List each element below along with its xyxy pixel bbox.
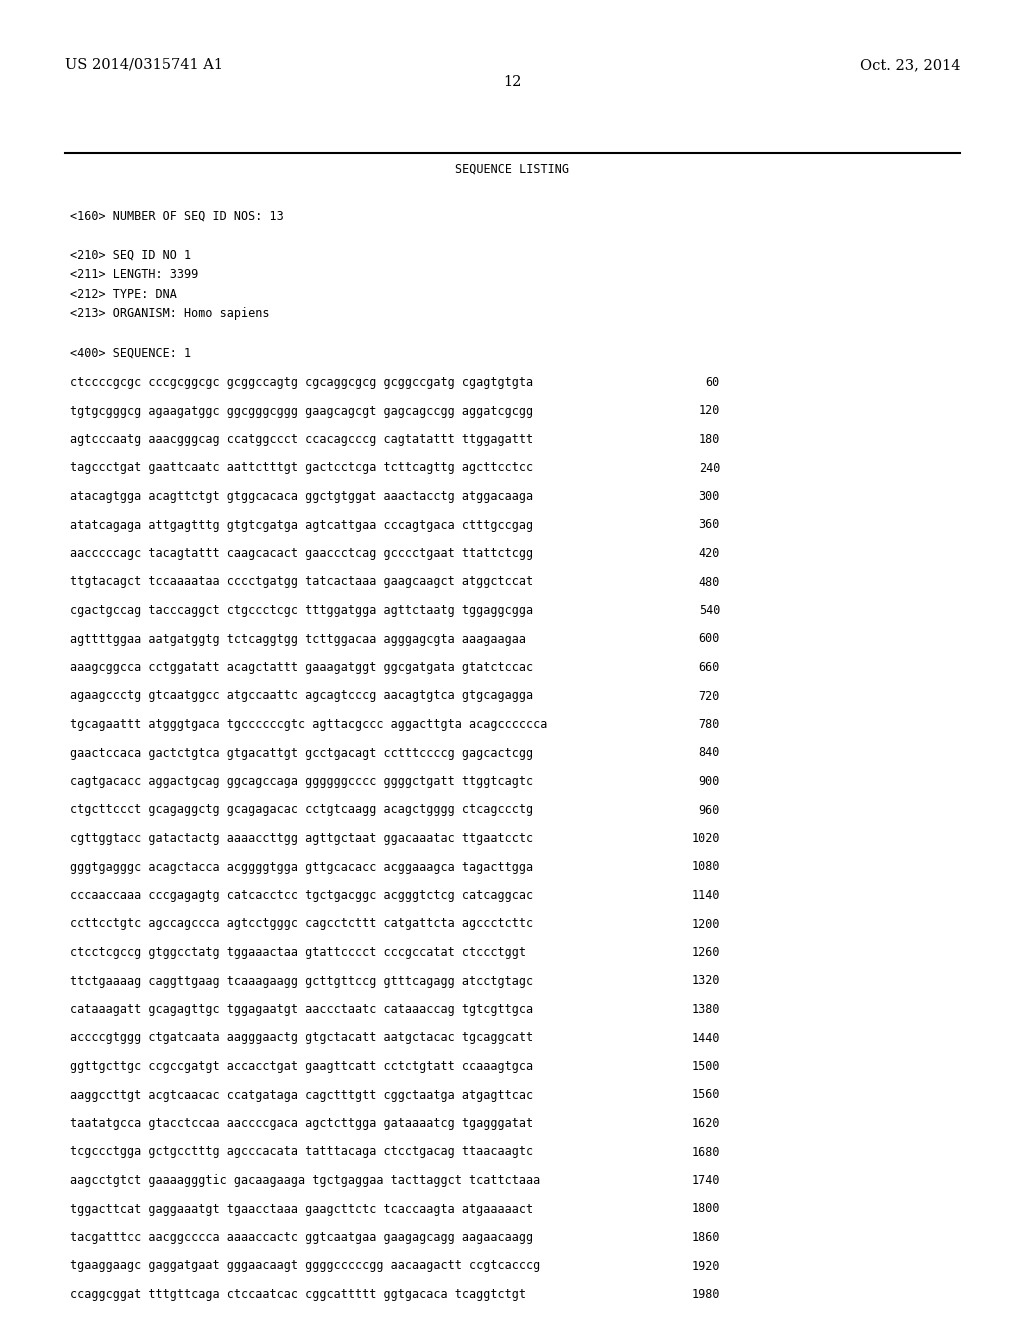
- Text: ttgtacagct tccaaaataa cccctgatgg tatcactaaa gaagcaagct atggctccat: ttgtacagct tccaaaataa cccctgatgg tatcact…: [70, 576, 534, 589]
- Text: ccaggcggat tttgttcaga ctccaatcac cggcattttt ggtgacaca tcaggtctgt: ccaggcggat tttgttcaga ctccaatcac cggcatt…: [70, 1288, 526, 1302]
- Text: 1440: 1440: [691, 1031, 720, 1044]
- Text: tgaaggaagc gaggatgaat gggaacaagt ggggcccccgg aacaagactt ccgtcacccg: tgaaggaagc gaggatgaat gggaacaagt ggggccc…: [70, 1259, 541, 1272]
- Text: 1560: 1560: [691, 1089, 720, 1101]
- Text: 1920: 1920: [691, 1259, 720, 1272]
- Text: ttctgaaaag caggttgaag tcaaagaagg gcttgttccg gtttcagagg atcctgtagc: ttctgaaaag caggttgaag tcaaagaagg gcttgtt…: [70, 974, 534, 987]
- Text: atatcagaga attgagtttg gtgtcgatga agtcattgaa cccagtgaca ctttgccgag: atatcagaga attgagtttg gtgtcgatga agtcatt…: [70, 519, 534, 532]
- Text: cgttggtacc gatactactg aaaaccttgg agttgctaat ggacaaatac ttgaatcctc: cgttggtacc gatactactg aaaaccttgg agttgct…: [70, 832, 534, 845]
- Text: <160> NUMBER OF SEQ ID NOS: 13: <160> NUMBER OF SEQ ID NOS: 13: [70, 210, 284, 223]
- Text: 420: 420: [698, 546, 720, 560]
- Text: tcgccctgga gctgcctttg agcccacata tatttacaga ctcctgacag ttaacaagtc: tcgccctgga gctgcctttg agcccacata tatttac…: [70, 1146, 534, 1159]
- Text: 120: 120: [698, 404, 720, 417]
- Text: SEQUENCE LISTING: SEQUENCE LISTING: [455, 162, 569, 176]
- Text: 60: 60: [706, 376, 720, 389]
- Text: 960: 960: [698, 804, 720, 817]
- Text: 360: 360: [698, 519, 720, 532]
- Text: Oct. 23, 2014: Oct. 23, 2014: [859, 58, 961, 73]
- Text: tagccctgat gaattcaatc aattctttgt gactcctcga tcttcagttg agcttcctcc: tagccctgat gaattcaatc aattctttgt gactcct…: [70, 462, 534, 474]
- Text: aaggccttgt acgtcaacac ccatgataga cagctttgtt cggctaatga atgagttcac: aaggccttgt acgtcaacac ccatgataga cagcttt…: [70, 1089, 534, 1101]
- Text: cccaaccaaa cccgagagtg catcacctcc tgctgacggc acgggtctcg catcaggcac: cccaaccaaa cccgagagtg catcacctcc tgctgac…: [70, 888, 534, 902]
- Text: 780: 780: [698, 718, 720, 731]
- Text: aagcctgtct gaaaagggtic gacaagaaga tgctgaggaa tacttaggct tcattctaaa: aagcctgtct gaaaagggtic gacaagaaga tgctga…: [70, 1173, 541, 1187]
- Text: 600: 600: [698, 632, 720, 645]
- Text: tggacttcat gaggaaatgt tgaacctaaa gaagcttctc tcaccaagta atgaaaaact: tggacttcat gaggaaatgt tgaacctaaa gaagctt…: [70, 1203, 534, 1216]
- Text: agaagccctg gtcaatggcc atgccaattc agcagtcccg aacagtgtca gtgcagagga: agaagccctg gtcaatggcc atgccaattc agcagtc…: [70, 689, 534, 702]
- Text: ctccccgcgc cccgcggcgc gcggccagtg cgcaggcgcg gcggccgatg cgagtgtgta: ctccccgcgc cccgcggcgc gcggccagtg cgcaggc…: [70, 376, 534, 389]
- Text: 660: 660: [698, 661, 720, 675]
- Text: 1680: 1680: [691, 1146, 720, 1159]
- Text: agttttggaa aatgatggtg tctcaggtgg tcttggacaa agggagcgta aaagaagaa: agttttggaa aatgatggtg tctcaggtgg tcttgga…: [70, 632, 526, 645]
- Text: cgactgccag tacccaggct ctgccctcgc tttggatgga agttctaatg tggaggcgga: cgactgccag tacccaggct ctgccctcgc tttggat…: [70, 605, 534, 616]
- Text: 180: 180: [698, 433, 720, 446]
- Text: ctcctcgccg gtggcctatg tggaaactaa gtattcccct cccgccatat ctccctggt: ctcctcgccg gtggcctatg tggaaactaa gtattcc…: [70, 946, 526, 960]
- Text: ggttgcttgc ccgccgatgt accacctgat gaagttcatt cctctgtatt ccaaagtgca: ggttgcttgc ccgccgatgt accacctgat gaagttc…: [70, 1060, 534, 1073]
- Text: 1320: 1320: [691, 974, 720, 987]
- Text: <213> ORGANISM: Homo sapiens: <213> ORGANISM: Homo sapiens: [70, 308, 269, 321]
- Text: agtcccaatg aaacgggcag ccatggccct ccacagcccg cagtatattt ttggagattt: agtcccaatg aaacgggcag ccatggccct ccacagc…: [70, 433, 534, 446]
- Text: aaagcggcca cctggatatt acagctattt gaaagatggt ggcgatgata gtatctccac: aaagcggcca cctggatatt acagctattt gaaagat…: [70, 661, 534, 675]
- Text: 1200: 1200: [691, 917, 720, 931]
- Text: 240: 240: [698, 462, 720, 474]
- Text: 1260: 1260: [691, 946, 720, 960]
- Text: US 2014/0315741 A1: US 2014/0315741 A1: [65, 58, 223, 73]
- Text: accccgtggg ctgatcaata aagggaactg gtgctacatt aatgctacac tgcaggcatt: accccgtggg ctgatcaata aagggaactg gtgctac…: [70, 1031, 534, 1044]
- Text: 1860: 1860: [691, 1232, 720, 1243]
- Text: 1740: 1740: [691, 1173, 720, 1187]
- Text: cataaagatt gcagagttgc tggagaatgt aaccctaatc cataaaccag tgtcgttgca: cataaagatt gcagagttgc tggagaatgt aacccta…: [70, 1003, 534, 1016]
- Text: ctgcttccct gcagaggctg gcagagacac cctgtcaagg acagctgggg ctcagccctg: ctgcttccct gcagaggctg gcagagacac cctgtca…: [70, 804, 534, 817]
- Text: 840: 840: [698, 747, 720, 759]
- Text: 1380: 1380: [691, 1003, 720, 1016]
- Text: 12: 12: [503, 75, 521, 88]
- Text: <212> TYPE: DNA: <212> TYPE: DNA: [70, 288, 177, 301]
- Text: tacgatttcc aacggcccca aaaaccactc ggtcaatgaa gaagagcagg aagaacaagg: tacgatttcc aacggcccca aaaaccactc ggtcaat…: [70, 1232, 534, 1243]
- Text: 1980: 1980: [691, 1288, 720, 1302]
- Text: 480: 480: [698, 576, 720, 589]
- Text: gggtgagggc acagctacca acggggtgga gttgcacacc acggaaagca tagacttgga: gggtgagggc acagctacca acggggtgga gttgcac…: [70, 861, 534, 874]
- Text: tgtgcgggcg agaagatggc ggcgggcggg gaagcagcgt gagcagccgg aggatcgcgg: tgtgcgggcg agaagatggc ggcgggcggg gaagcag…: [70, 404, 534, 417]
- Text: tgcagaattt atgggtgaca tgccccccgtc agttacgccc aggacttgta acagcccccca: tgcagaattt atgggtgaca tgccccccgtc agttac…: [70, 718, 548, 731]
- Text: 720: 720: [698, 689, 720, 702]
- Text: gaactccaca gactctgtca gtgacattgt gcctgacagt cctttccccg gagcactcgg: gaactccaca gactctgtca gtgacattgt gcctgac…: [70, 747, 534, 759]
- Text: <210> SEQ ID NO 1: <210> SEQ ID NO 1: [70, 249, 191, 261]
- Text: 1020: 1020: [691, 832, 720, 845]
- Text: 1080: 1080: [691, 861, 720, 874]
- Text: 1140: 1140: [691, 888, 720, 902]
- Text: aacccccagc tacagtattt caagcacact gaaccctcag gcccctgaat ttattctcgg: aacccccagc tacagtattt caagcacact gaaccct…: [70, 546, 534, 560]
- Text: cagtgacacc aggactgcag ggcagccaga ggggggcccc ggggctgatt ttggtcagtc: cagtgacacc aggactgcag ggcagccaga ggggggc…: [70, 775, 534, 788]
- Text: taatatgcca gtacctccaa aaccccgaca agctcttgga gataaaatcg tgagggatat: taatatgcca gtacctccaa aaccccgaca agctctt…: [70, 1117, 534, 1130]
- Text: atacagtgga acagttctgt gtggcacaca ggctgtggat aaactacctg atggacaaga: atacagtgga acagttctgt gtggcacaca ggctgtg…: [70, 490, 534, 503]
- Text: 540: 540: [698, 605, 720, 616]
- Text: <211> LENGTH: 3399: <211> LENGTH: 3399: [70, 268, 199, 281]
- Text: 1800: 1800: [691, 1203, 720, 1216]
- Text: 1620: 1620: [691, 1117, 720, 1130]
- Text: 300: 300: [698, 490, 720, 503]
- Text: 1500: 1500: [691, 1060, 720, 1073]
- Text: ccttcctgtc agccagccca agtcctgggc cagcctcttt catgattcta agccctcttc: ccttcctgtc agccagccca agtcctgggc cagcctc…: [70, 917, 534, 931]
- Text: <400> SEQUENCE: 1: <400> SEQUENCE: 1: [70, 346, 191, 359]
- Text: 900: 900: [698, 775, 720, 788]
